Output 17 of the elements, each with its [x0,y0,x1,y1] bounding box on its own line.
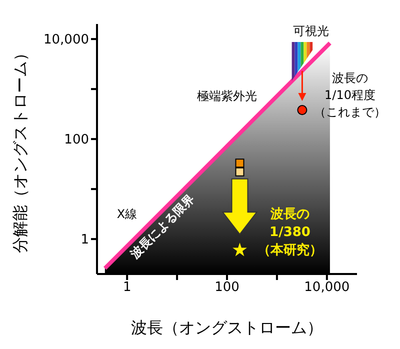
annotation: （これまで） [314,105,386,120]
y-tick-label: 10,000 [44,32,89,48]
x-tick-label: 100 [214,280,240,296]
y-tick-label: 100 [64,132,89,148]
x-tick-label: 10,000 [304,280,350,296]
x-axis-title: 波長（オングストローム） [131,318,323,337]
annotation: 波長の [332,71,368,86]
annotation: 極端紫外光 [197,89,257,104]
annotation: （本研究） [258,242,322,258]
annotation: 可視光 [293,24,329,38]
annotation: 波長の [270,206,310,222]
annotation: X線 [116,207,138,222]
annotation: 1/380 [270,224,310,240]
annotation: 1/10程度 [324,88,376,102]
x-tick-label: 1 [122,280,132,296]
y-tick-label: 1 [80,232,89,248]
y-axis-title: 分解能（オングストローム） [10,45,30,253]
